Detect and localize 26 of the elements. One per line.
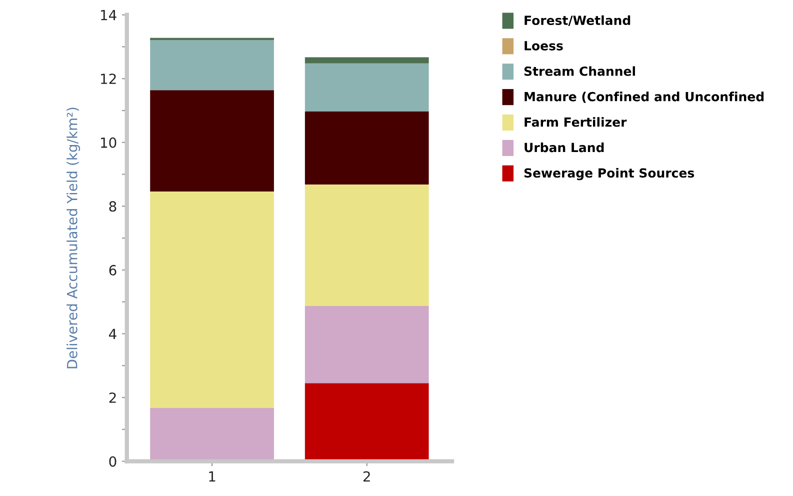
- bar: [304, 306, 429, 384]
- y-tick-label: 0: [109, 456, 116, 467]
- bar: [150, 38, 274, 40]
- bar: [150, 192, 274, 408]
- legend-label: Manure (Confined and Unconfined: [524, 92, 764, 103]
- legend-label: Forest/Wetland: [524, 15, 630, 26]
- y-tick-label: 10: [101, 137, 116, 148]
- y-tick-label: 12: [101, 74, 116, 84]
- y-tick-label: 4: [109, 328, 116, 340]
- y-axis-title: Delivered Accumulated Yield (kg/km²): [66, 108, 80, 368]
- y-tick-label: 6: [109, 264, 116, 276]
- y-tick-label: 8: [109, 201, 116, 212]
- y-tick-label: 14: [101, 10, 116, 20]
- x-tick-label: 1: [209, 471, 216, 482]
- legend-label: Urban Land: [524, 142, 604, 152]
- legend-label: Farm Fertilizer: [524, 117, 627, 127]
- legend-label: Stream Channel: [524, 66, 635, 76]
- bar: [304, 63, 429, 112]
- bar: [304, 111, 429, 185]
- y-tick-label: 2: [109, 392, 116, 403]
- bar: [150, 90, 274, 192]
- bar: [150, 40, 274, 90]
- legend-label: Sewerage Point Sources: [524, 168, 694, 180]
- legend-label: Loess: [524, 41, 563, 50]
- bar: [304, 57, 429, 64]
- bar: [304, 184, 429, 306]
